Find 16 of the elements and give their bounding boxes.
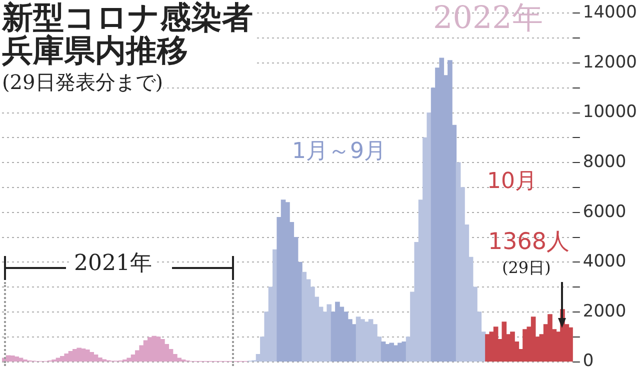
y-tick-label: 0: [582, 351, 594, 372]
y-tick-label: 12000: [582, 52, 638, 72]
y-tick-label: 8000: [582, 152, 626, 172]
annotation: 1368人: [488, 229, 570, 255]
text: (29日発表分まで): [2, 70, 164, 94]
y-tick-label: 10000: [582, 102, 638, 122]
y-tick-label: 14000: [582, 2, 638, 23]
annotation: 2021年: [70, 251, 156, 276]
y-tick-label: 2000: [582, 301, 626, 322]
y-tick-label: 6000: [582, 202, 626, 222]
chart-title: 新型コロナ感染者兵庫県内推移: [2, 0, 254, 69]
annotation: 10月: [487, 169, 537, 194]
annotation: 2022年: [433, 0, 543, 36]
annotation: (29日): [502, 258, 551, 277]
annotation: 1月～9月: [292, 139, 386, 164]
y-tick-label: 4000: [582, 252, 626, 272]
